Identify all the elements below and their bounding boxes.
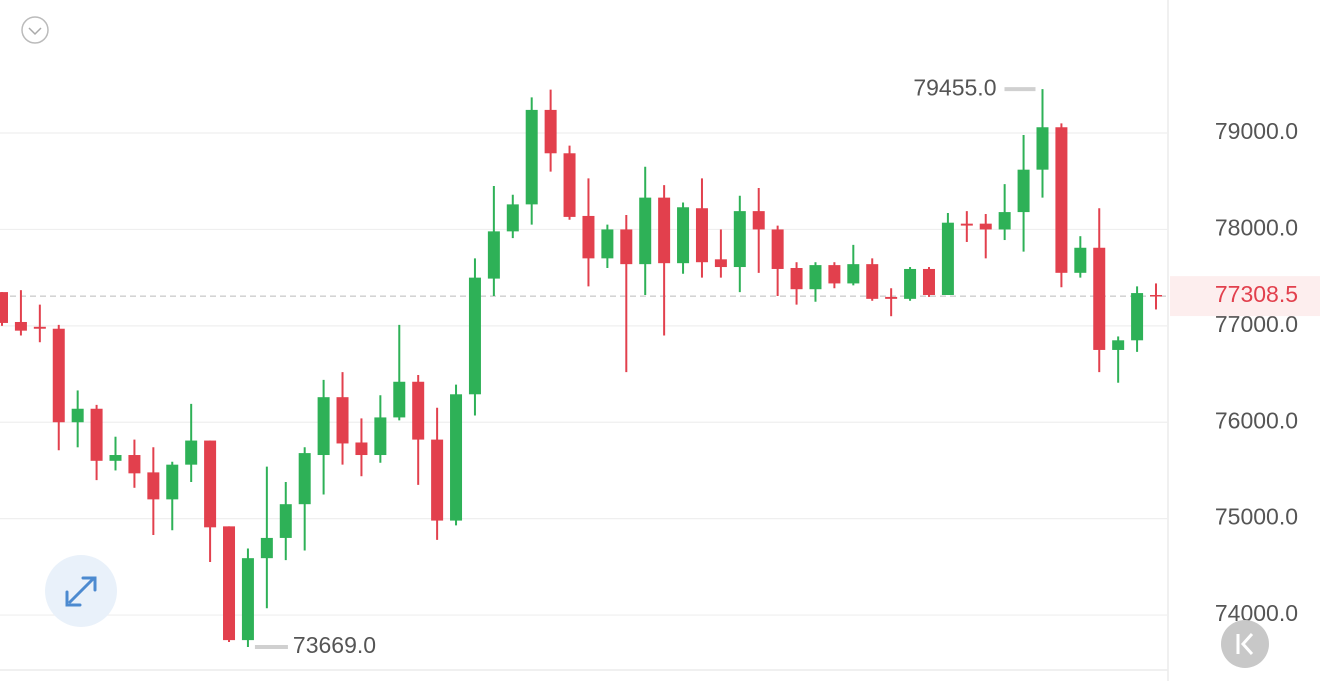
candle-body bbox=[317, 397, 330, 456]
candle-body bbox=[52, 328, 65, 423]
candle-body bbox=[431, 439, 444, 521]
candle-body bbox=[639, 197, 652, 265]
max-annotation-label: 79455.0 bbox=[913, 74, 996, 100]
candle-body bbox=[1036, 127, 1049, 170]
candle-body bbox=[658, 197, 671, 264]
candle-body bbox=[355, 442, 368, 456]
candle-body bbox=[525, 109, 538, 205]
candle-body bbox=[166, 464, 179, 500]
last-price-label: 77308.5 bbox=[1215, 281, 1298, 307]
jump-latest-button[interactable] bbox=[1221, 620, 1269, 668]
candle-body bbox=[866, 264, 879, 299]
candle-body bbox=[450, 394, 463, 521]
candle-body bbox=[714, 259, 727, 268]
candle-body bbox=[260, 537, 273, 559]
jump-chevron bbox=[1240, 632, 1254, 656]
candle-body bbox=[223, 526, 236, 641]
y-tick-label: 76000.0 bbox=[1215, 407, 1298, 433]
candle-body bbox=[279, 504, 292, 538]
candle-body bbox=[393, 381, 406, 418]
candle-body bbox=[506, 204, 519, 232]
candle-body bbox=[904, 268, 917, 299]
candle-body bbox=[960, 223, 973, 226]
candle-body bbox=[33, 326, 46, 329]
candle-body bbox=[885, 296, 898, 299]
candle-body bbox=[109, 455, 122, 461]
candle-body bbox=[1055, 127, 1068, 273]
candle-body bbox=[298, 453, 311, 505]
candle-body bbox=[922, 268, 935, 295]
candle-body bbox=[582, 215, 595, 259]
grid-layer bbox=[0, 132, 1168, 616]
y-tick-label: 78000.0 bbox=[1215, 215, 1298, 241]
candle-body bbox=[941, 222, 954, 295]
collapse-button[interactable] bbox=[21, 16, 49, 44]
min-annotation-label: 73669.0 bbox=[293, 632, 376, 658]
candle-body bbox=[695, 208, 708, 263]
candle-body bbox=[1112, 340, 1125, 350]
candle-body bbox=[790, 268, 803, 290]
candle-body bbox=[809, 265, 822, 290]
candle-body bbox=[71, 408, 84, 423]
candle-body bbox=[1017, 169, 1030, 213]
last-price-badge bbox=[1170, 276, 1320, 317]
candle-body bbox=[601, 229, 614, 259]
candle-body bbox=[752, 211, 765, 230]
candle-body bbox=[204, 440, 217, 528]
candle-body bbox=[1074, 247, 1087, 273]
candle-body bbox=[336, 397, 349, 444]
candle-body bbox=[1131, 293, 1144, 341]
candle-body bbox=[677, 207, 690, 264]
candle-body bbox=[979, 223, 992, 230]
candle-body bbox=[1093, 247, 1106, 350]
candle-body bbox=[771, 229, 784, 269]
candle-body bbox=[998, 212, 1011, 230]
candle-body bbox=[147, 472, 160, 500]
candle-body bbox=[90, 408, 103, 461]
candles-layer bbox=[0, 89, 1162, 647]
candle-body bbox=[620, 229, 633, 265]
candle-body bbox=[14, 321, 27, 331]
labels-layer: 74000.075000.076000.077000.078000.079000… bbox=[254, 74, 1320, 658]
candle-body bbox=[374, 417, 387, 456]
collapse-circle bbox=[21, 16, 49, 44]
y-tick-label: 79000.0 bbox=[1215, 118, 1298, 144]
candle-body bbox=[487, 231, 500, 279]
candle-body bbox=[185, 440, 198, 465]
candle-body bbox=[468, 277, 481, 395]
candle-body bbox=[563, 153, 576, 217]
candle-body bbox=[412, 381, 425, 440]
candle-body bbox=[544, 109, 557, 154]
expand-icon bbox=[65, 576, 97, 607]
expand-button[interactable] bbox=[45, 555, 117, 627]
candle-body bbox=[128, 455, 141, 474]
candle-body bbox=[828, 265, 841, 284]
candle-body bbox=[0, 292, 8, 323]
y-tick-label: 74000.0 bbox=[1215, 600, 1298, 626]
candle-body bbox=[847, 264, 860, 284]
candle-body bbox=[241, 558, 254, 641]
collapse-chevron bbox=[28, 27, 42, 36]
candle-body bbox=[733, 211, 746, 268]
y-tick-label: 75000.0 bbox=[1215, 504, 1298, 530]
candle-body bbox=[1150, 294, 1162, 297]
